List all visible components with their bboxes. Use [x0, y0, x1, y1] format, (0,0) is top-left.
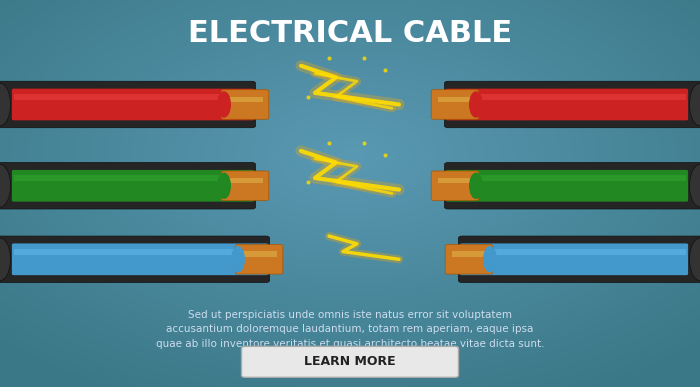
Ellipse shape — [483, 246, 497, 272]
Ellipse shape — [217, 91, 231, 118]
Bar — [438, 178, 472, 183]
FancyBboxPatch shape — [12, 170, 254, 202]
Ellipse shape — [0, 238, 10, 281]
Bar — [448, 175, 686, 182]
Bar — [228, 178, 262, 183]
FancyBboxPatch shape — [0, 236, 270, 283]
FancyBboxPatch shape — [445, 245, 493, 274]
FancyBboxPatch shape — [431, 171, 479, 200]
FancyBboxPatch shape — [444, 163, 700, 209]
Ellipse shape — [231, 246, 245, 272]
Ellipse shape — [0, 83, 10, 126]
Ellipse shape — [0, 164, 10, 207]
FancyBboxPatch shape — [444, 81, 700, 128]
FancyBboxPatch shape — [446, 89, 688, 120]
Text: ELECTRICAL CABLE: ELECTRICAL CABLE — [188, 19, 512, 48]
FancyBboxPatch shape — [12, 89, 254, 120]
FancyBboxPatch shape — [0, 81, 256, 128]
Bar — [228, 96, 262, 102]
Text: LEARN MORE: LEARN MORE — [304, 355, 395, 368]
Ellipse shape — [469, 91, 483, 118]
Bar — [448, 94, 686, 100]
Bar — [14, 249, 266, 255]
FancyBboxPatch shape — [458, 236, 700, 283]
Bar — [462, 249, 686, 255]
FancyBboxPatch shape — [446, 170, 688, 202]
FancyBboxPatch shape — [12, 243, 268, 275]
FancyBboxPatch shape — [235, 245, 283, 274]
Ellipse shape — [690, 83, 700, 126]
Ellipse shape — [469, 173, 483, 199]
Ellipse shape — [690, 164, 700, 207]
Bar — [452, 251, 486, 257]
Bar — [14, 94, 252, 100]
Bar — [438, 96, 472, 102]
Text: Sed ut perspiciatis unde omnis iste natus error sit voluptatem
accusantium dolor: Sed ut perspiciatis unde omnis iste natu… — [155, 310, 545, 349]
FancyBboxPatch shape — [0, 163, 256, 209]
Bar — [14, 175, 252, 182]
Bar — [241, 251, 276, 257]
FancyBboxPatch shape — [221, 90, 269, 119]
FancyBboxPatch shape — [221, 171, 269, 200]
Ellipse shape — [217, 173, 231, 199]
FancyBboxPatch shape — [460, 243, 688, 275]
FancyBboxPatch shape — [431, 90, 479, 119]
Ellipse shape — [690, 238, 700, 281]
FancyBboxPatch shape — [241, 346, 458, 377]
